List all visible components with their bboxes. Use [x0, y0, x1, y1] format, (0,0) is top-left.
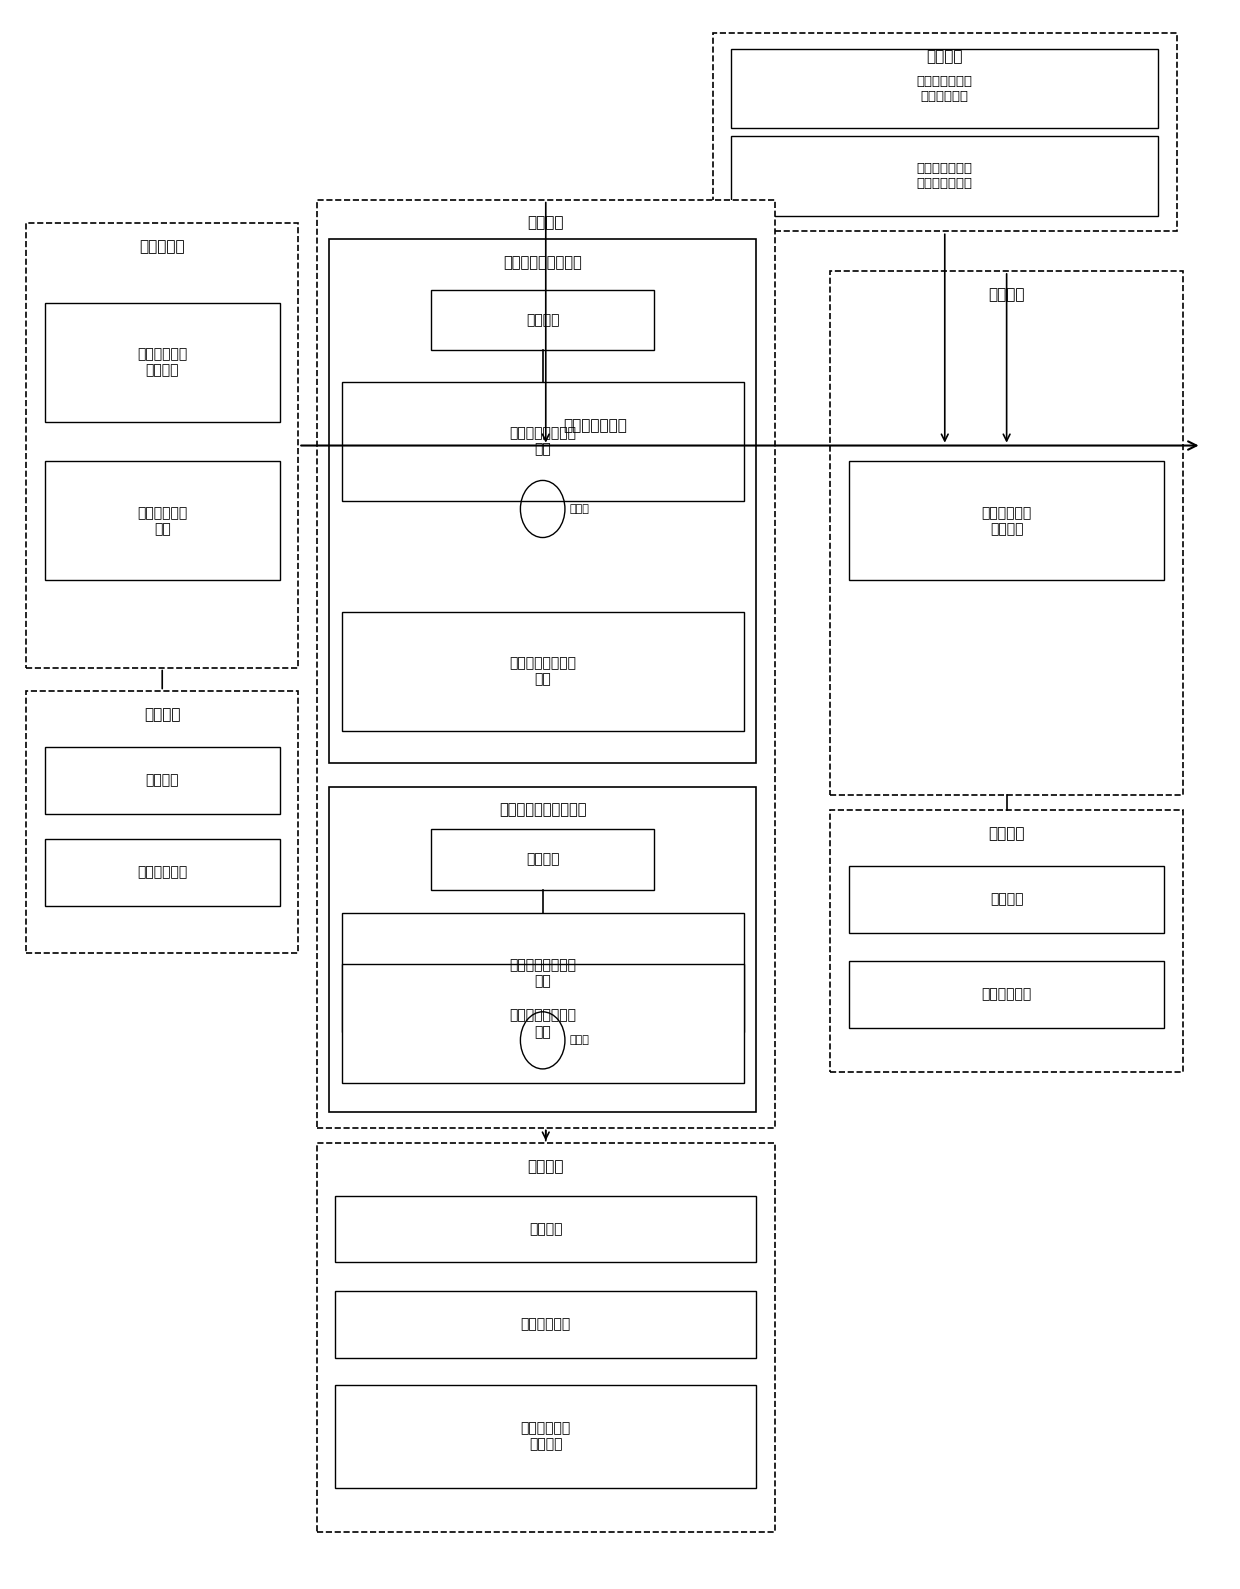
FancyBboxPatch shape: [342, 381, 744, 501]
FancyBboxPatch shape: [317, 1144, 775, 1532]
FancyBboxPatch shape: [342, 965, 744, 1084]
FancyBboxPatch shape: [831, 810, 1183, 1073]
FancyBboxPatch shape: [432, 829, 653, 890]
Text: 恒定目标压力
控制模式: 恒定目标压力 控制模式: [138, 346, 187, 377]
FancyBboxPatch shape: [336, 1384, 756, 1487]
FancyBboxPatch shape: [45, 839, 280, 906]
Text: 目标喷油压力值: 目标喷油压力值: [563, 418, 627, 432]
Text: 分段修正: 分段修正: [526, 853, 559, 866]
Text: 进气温度信号: 进气温度信号: [521, 1317, 570, 1332]
Text: 冷启动阶段: 冷启动阶段: [139, 240, 185, 254]
FancyBboxPatch shape: [336, 1290, 756, 1357]
FancyBboxPatch shape: [732, 137, 1158, 216]
FancyBboxPatch shape: [342, 612, 744, 731]
FancyBboxPatch shape: [849, 461, 1164, 580]
Text: 进气温度信号: 进气温度信号: [982, 987, 1032, 1001]
Text: 催化器处于非加热状态: 催化器处于非加热状态: [498, 802, 587, 817]
Text: 海拔信号: 海拔信号: [990, 891, 1023, 906]
Text: 目标喷油压力值
的上下限限制: 目标喷油压力值 的上下限限制: [916, 75, 972, 103]
FancyBboxPatch shape: [336, 1197, 756, 1262]
FancyBboxPatch shape: [45, 747, 280, 814]
Text: 海拔信号: 海拔信号: [145, 774, 179, 787]
Text: 催化器处于加热状态: 催化器处于加热状态: [503, 256, 582, 270]
Text: 限制条件: 限制条件: [926, 49, 963, 64]
Text: 目标喷油压力值
的变化梯度限制: 目标喷油压力值 的变化梯度限制: [916, 162, 972, 189]
Text: 可切换: 可切换: [570, 504, 590, 513]
FancyBboxPatch shape: [45, 461, 280, 580]
Text: 修正因子: 修正因子: [144, 707, 181, 723]
Text: 分段修正: 分段修正: [526, 313, 559, 327]
FancyBboxPatch shape: [432, 291, 653, 350]
Text: 内燃机冷却液
温度信号: 内燃机冷却液 温度信号: [521, 1421, 570, 1451]
Text: 动态目标压力控制
模式: 动态目标压力控制 模式: [510, 1009, 577, 1039]
FancyBboxPatch shape: [330, 787, 756, 1112]
Text: 恒定目标压力控制
模式: 恒定目标压力控制 模式: [510, 958, 577, 988]
FancyBboxPatch shape: [26, 224, 299, 667]
Text: 热机阶段: 热机阶段: [988, 288, 1025, 302]
Text: 动态目标压力控制
模式: 动态目标压力控制 模式: [510, 656, 577, 686]
Text: 进气温度信号: 进气温度信号: [138, 866, 187, 879]
FancyBboxPatch shape: [831, 272, 1183, 794]
Text: 暖机阶段: 暖机阶段: [527, 216, 564, 230]
FancyBboxPatch shape: [342, 914, 744, 1033]
Text: 海拔信号: 海拔信号: [529, 1222, 563, 1236]
Text: 动态目标压力
控制模式: 动态目标压力 控制模式: [982, 505, 1032, 535]
Text: 最大喷油压力
模式: 最大喷油压力 模式: [138, 505, 187, 535]
FancyBboxPatch shape: [317, 200, 775, 1128]
Text: 恒定目标压力控制
模式: 恒定目标压力控制 模式: [510, 426, 577, 456]
FancyBboxPatch shape: [713, 33, 1177, 232]
FancyBboxPatch shape: [330, 240, 756, 763]
FancyBboxPatch shape: [849, 961, 1164, 1028]
Text: 修正因子: 修正因子: [527, 1160, 564, 1174]
Text: 可切换: 可切换: [570, 1036, 590, 1046]
FancyBboxPatch shape: [26, 691, 299, 953]
Text: 修正因子: 修正因子: [988, 826, 1025, 841]
FancyBboxPatch shape: [732, 49, 1158, 129]
FancyBboxPatch shape: [45, 303, 280, 421]
FancyBboxPatch shape: [849, 866, 1164, 933]
